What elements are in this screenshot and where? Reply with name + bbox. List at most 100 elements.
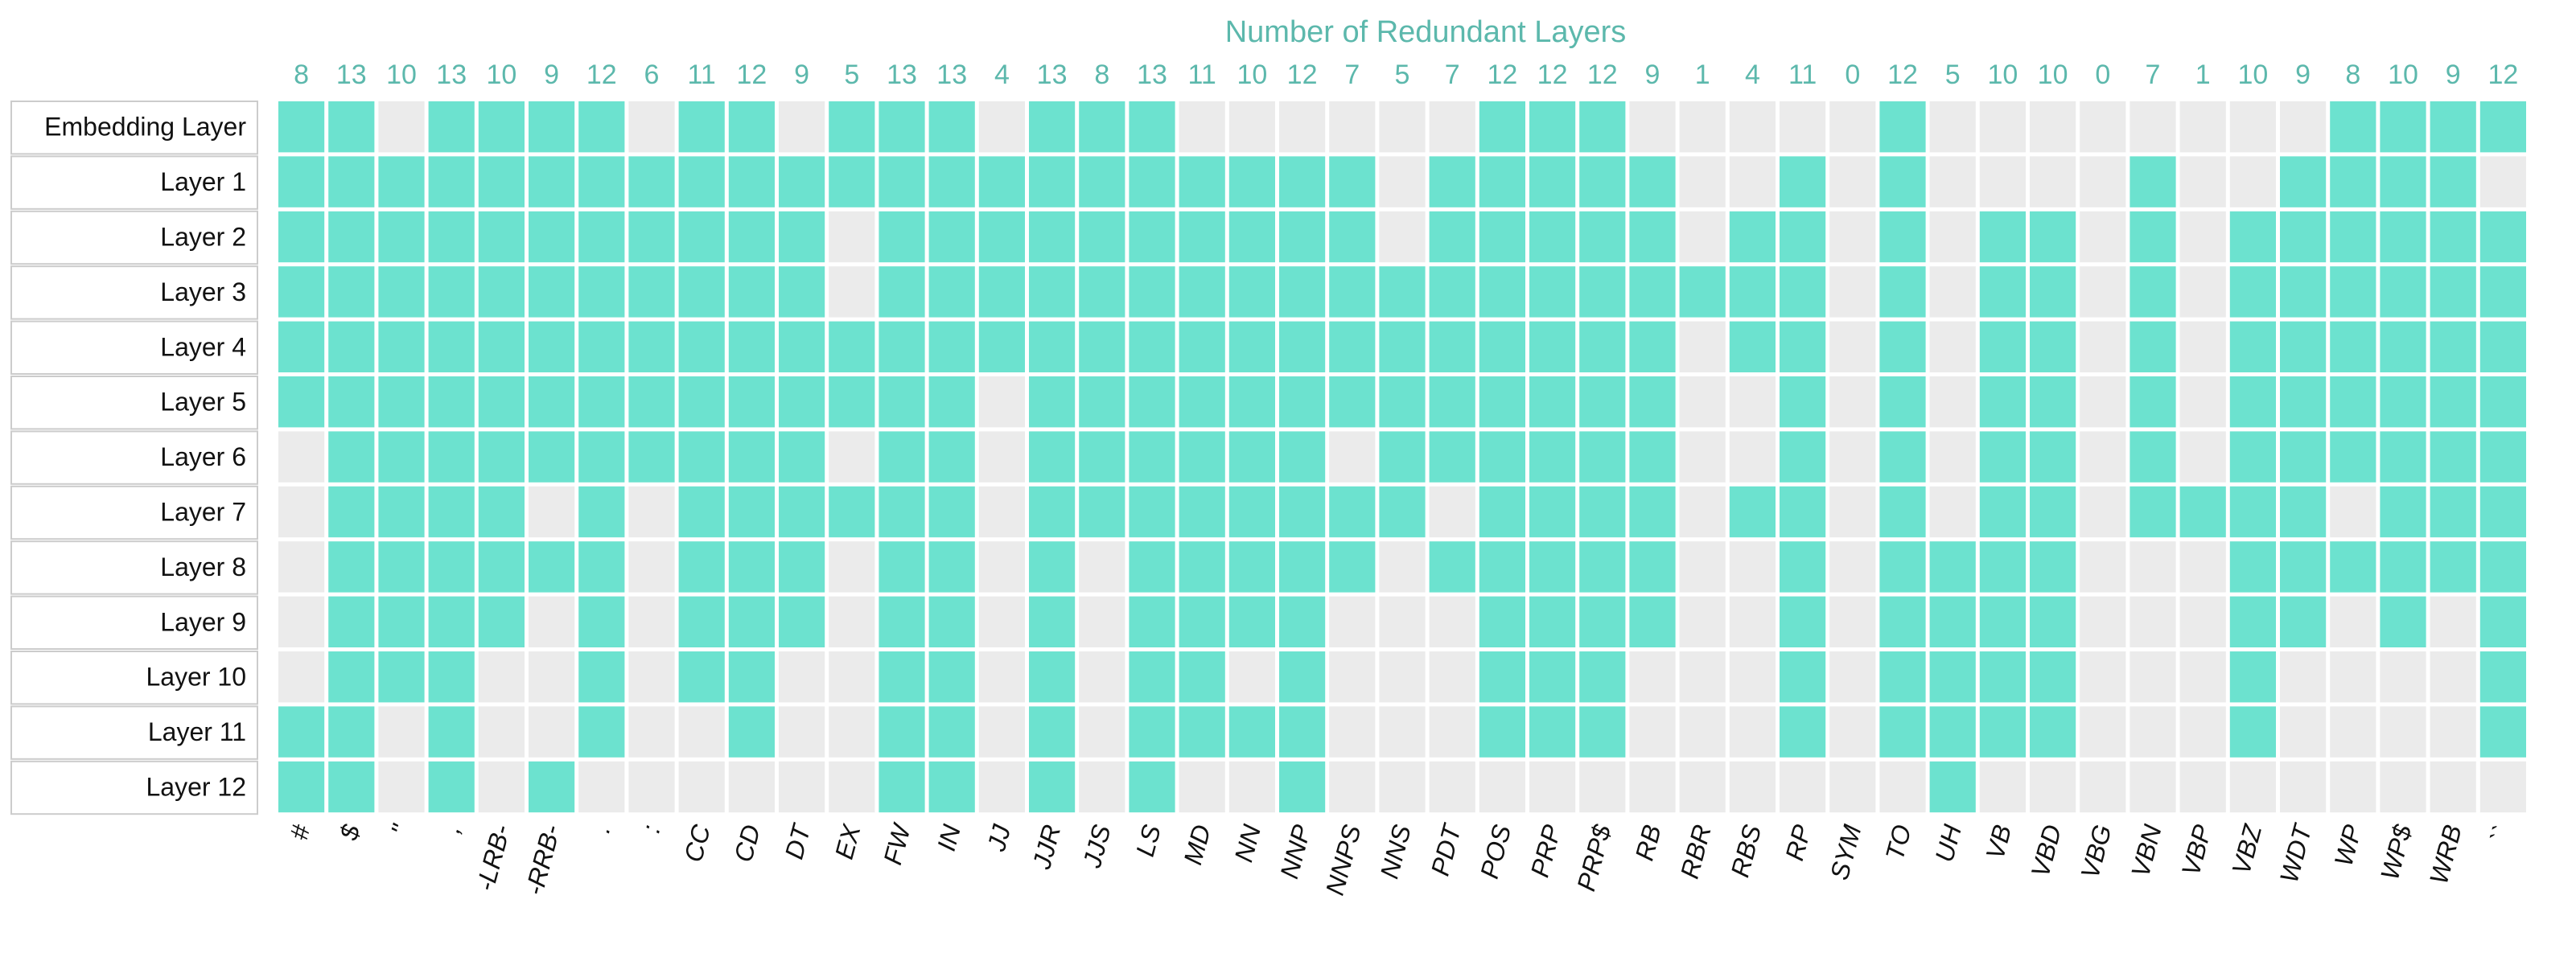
heatmap-cell [1279, 376, 1326, 428]
heatmap-cell [378, 376, 425, 428]
heatmap-cell [1179, 376, 1225, 428]
heatmap-cell [2179, 321, 2226, 372]
heatmap-cell [1329, 651, 1376, 703]
heatmap-cell [2130, 431, 2176, 483]
heatmap-cell [978, 486, 1025, 538]
heatmap-cell [1279, 431, 1326, 483]
heatmap-cell [1979, 541, 2026, 593]
heatmap-cell [1679, 266, 1726, 318]
row-label: Layer 7 [160, 498, 246, 527]
heatmap-cell [1179, 706, 1225, 758]
heatmap-cell [2030, 376, 2076, 428]
count-label: 11 [688, 60, 716, 90]
heatmap-cell [1329, 376, 1376, 428]
heatmap-cell [2380, 376, 2426, 428]
heatmap-cell [278, 156, 325, 207]
heatmap-cell [1729, 101, 1776, 153]
column-label: WRB [2424, 822, 2467, 887]
heatmap-cell [1029, 431, 1076, 483]
heatmap-cell [2479, 706, 2526, 758]
heatmap-cell [328, 156, 375, 207]
column-label: TO [1880, 822, 1917, 864]
heatmap-cell [578, 761, 625, 813]
heatmap-cell [278, 706, 325, 758]
heatmap-cell [1629, 156, 1676, 207]
heatmap-cell [578, 431, 625, 483]
count-label: 11 [1788, 60, 1817, 90]
heatmap-cell [1679, 321, 1726, 372]
heatmap-cell [1379, 156, 1426, 207]
heatmap-cell [1679, 486, 1726, 538]
heatmap-cell [1979, 376, 2026, 428]
heatmap-cell [1129, 156, 1175, 207]
heatmap-cell [879, 486, 925, 538]
column-label: RP [1780, 821, 1817, 864]
heatmap-cell [1279, 211, 1326, 263]
count-label: 10 [2038, 60, 2068, 90]
heatmap-cell [1629, 266, 1676, 318]
row-label: Layer 8 [160, 552, 246, 581]
heatmap-cell [578, 266, 625, 318]
count-label: 13 [936, 60, 967, 90]
heatmap-cell [278, 596, 325, 647]
count-label: 8 [1094, 60, 1109, 90]
heatmap-cell [428, 431, 475, 483]
row-label: Layer 11 [148, 717, 246, 746]
heatmap-cell [628, 596, 675, 647]
heatmap-cell [428, 321, 475, 372]
row-label: Layer 3 [160, 277, 246, 306]
heatmap-cell [1629, 651, 1676, 703]
heatmap-cell [478, 651, 525, 703]
heatmap-cell [879, 211, 925, 263]
heatmap-cell [378, 486, 425, 538]
heatmap-cell [2330, 431, 2376, 483]
heatmap-cell [278, 101, 325, 153]
heatmap-cell [2080, 376, 2126, 428]
row-label-box [10, 265, 258, 320]
heatmap-cell [1329, 541, 1376, 593]
heatmap-cell [2179, 651, 2226, 703]
heatmap-cell [1529, 706, 1576, 758]
heatmap-cell [1129, 706, 1175, 758]
heatmap-cell [2179, 266, 2226, 318]
heatmap-cell [1979, 156, 2026, 207]
heatmap-cell [1429, 266, 1475, 318]
heatmap-cell [1979, 431, 2026, 483]
heatmap-cell [1179, 651, 1225, 703]
heatmap-cell [728, 541, 775, 593]
column-label: NNP [1274, 821, 1316, 881]
count-label: 6 [644, 60, 660, 90]
heatmap-cell [2080, 486, 2126, 538]
row-label-box [10, 595, 258, 650]
heatmap-cell [478, 706, 525, 758]
column-label: $ [334, 821, 366, 844]
heatmap-cell [1979, 211, 2026, 263]
column-label: `` [2485, 822, 2517, 846]
heatmap-cell [1780, 156, 1826, 207]
count-label: 5 [1395, 60, 1410, 90]
heatmap-cell [2030, 706, 2076, 758]
heatmap-cell [378, 211, 425, 263]
heatmap-cell [1629, 486, 1676, 538]
heatmap-cell [478, 211, 525, 263]
heatmap-cell [1129, 541, 1175, 593]
heatmap-cell [1879, 541, 1926, 593]
count-label: 1 [2195, 60, 2211, 90]
heatmap-cell [2130, 486, 2176, 538]
heatmap-cell [1279, 321, 1326, 372]
heatmap-cell [1679, 541, 1726, 593]
heatmap-cell [1479, 431, 1525, 483]
heatmap-cell [2179, 706, 2226, 758]
heatmap-cell [1379, 486, 1426, 538]
column-label: , [436, 822, 466, 836]
heatmap-cell [1780, 431, 1826, 483]
heatmap-cell [1029, 651, 1076, 703]
heatmap-cell [728, 211, 775, 263]
heatmap-cell [1479, 651, 1525, 703]
row-label-box [10, 155, 258, 210]
heatmap-cell [2030, 431, 2076, 483]
heatmap-cell [678, 541, 725, 593]
heatmap-cell [478, 321, 525, 372]
heatmap-cell [879, 266, 925, 318]
heatmap-cell [1079, 376, 1125, 428]
